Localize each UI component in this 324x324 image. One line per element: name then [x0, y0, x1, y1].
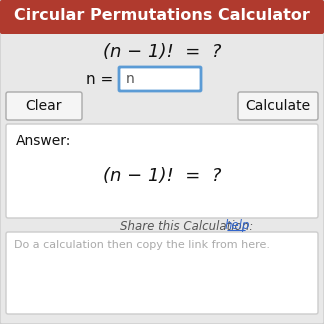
- Text: Calculate: Calculate: [246, 99, 311, 113]
- FancyBboxPatch shape: [6, 124, 318, 218]
- FancyBboxPatch shape: [238, 92, 318, 120]
- Text: (n − 1)!  =  ?: (n − 1)! = ?: [103, 167, 221, 185]
- Text: Circular Permutations Calculator: Circular Permutations Calculator: [14, 8, 310, 24]
- Bar: [2, 17, 322, 32]
- Text: Answer:: Answer:: [16, 134, 71, 148]
- Text: (n − 1)!  =  ?: (n − 1)! = ?: [103, 43, 221, 61]
- Text: n: n: [126, 72, 135, 86]
- Text: help: help: [225, 219, 250, 233]
- FancyBboxPatch shape: [6, 232, 318, 314]
- FancyBboxPatch shape: [6, 92, 82, 120]
- Text: n =: n =: [86, 72, 118, 87]
- Text: Do a calculation then copy the link from here.: Do a calculation then copy the link from…: [14, 240, 270, 250]
- FancyBboxPatch shape: [119, 67, 201, 91]
- Text: Clear: Clear: [26, 99, 62, 113]
- FancyBboxPatch shape: [0, 0, 324, 34]
- Text: Share this Calculation:: Share this Calculation:: [120, 219, 257, 233]
